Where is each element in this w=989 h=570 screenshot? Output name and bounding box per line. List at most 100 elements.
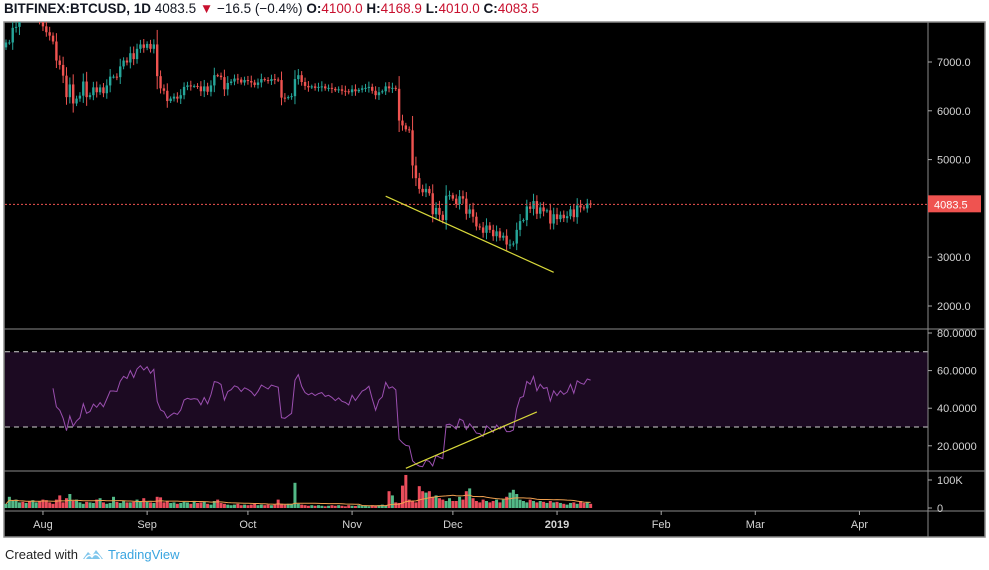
candle-body bbox=[455, 198, 458, 205]
volume-bar bbox=[189, 503, 193, 508]
volume-bar bbox=[253, 503, 257, 508]
candle-body bbox=[465, 198, 468, 214]
low-value: 4010.0 bbox=[438, 1, 480, 16]
volume-bar bbox=[199, 502, 203, 508]
candle-body bbox=[263, 79, 266, 81]
candle-body bbox=[159, 76, 162, 89]
candle-body bbox=[8, 42, 11, 44]
volume-bar bbox=[202, 501, 206, 508]
candle-body bbox=[223, 77, 226, 90]
candle-body bbox=[266, 80, 270, 82]
price-tick-label: 7000.0 bbox=[937, 57, 971, 69]
candle-body bbox=[559, 214, 562, 220]
volume-bar bbox=[380, 504, 384, 508]
price-tick-label: 6000.0 bbox=[937, 106, 971, 118]
volume-bar bbox=[212, 501, 216, 508]
candle-body bbox=[209, 85, 213, 92]
volume-bar bbox=[528, 499, 532, 508]
volume-bar bbox=[98, 498, 102, 508]
volume-bar bbox=[417, 486, 421, 508]
volume-bar bbox=[219, 502, 223, 508]
volume-bar bbox=[54, 499, 58, 508]
volume-bar bbox=[538, 501, 542, 508]
volume-bar bbox=[206, 503, 210, 508]
time-tick-label: Mar bbox=[746, 519, 765, 531]
volume-bar bbox=[48, 502, 52, 508]
candle-body bbox=[156, 44, 159, 77]
candle-body bbox=[206, 86, 209, 92]
volume-bar bbox=[582, 502, 586, 508]
symbol-legend: BITFINEX:BTCUSD, 1D 4083.5 ▼ −16.5 (−0.4… bbox=[4, 1, 539, 16]
volume-bar bbox=[384, 505, 388, 508]
volume-bar bbox=[337, 505, 341, 508]
price-trendline bbox=[385, 195, 554, 273]
candle-body bbox=[512, 243, 515, 245]
volume-bar bbox=[306, 505, 310, 508]
volume-bar bbox=[155, 496, 159, 508]
candle-body bbox=[330, 87, 334, 89]
volume-bar bbox=[7, 496, 11, 508]
volume-bar bbox=[24, 502, 28, 508]
candle-body bbox=[229, 81, 233, 83]
candle-body bbox=[397, 88, 401, 121]
candle-body bbox=[307, 85, 310, 88]
volume-bar bbox=[64, 498, 68, 508]
candle-body bbox=[495, 231, 498, 237]
high-value: 4168.9 bbox=[380, 1, 422, 16]
volume-bar bbox=[175, 503, 179, 508]
volume-bar bbox=[575, 503, 579, 508]
candle-body bbox=[75, 98, 78, 104]
candle-body bbox=[98, 87, 102, 93]
volume-bar bbox=[427, 491, 431, 508]
candle-body bbox=[525, 206, 528, 221]
volume-bar bbox=[38, 501, 42, 508]
volume-bar bbox=[323, 506, 327, 508]
candle-body bbox=[169, 98, 172, 102]
volume-bar bbox=[138, 501, 142, 508]
volume-bar bbox=[441, 499, 445, 508]
candle-body bbox=[360, 88, 364, 90]
symbol-title[interactable]: BITFINEX:BTCUSD, 1D bbox=[4, 1, 152, 16]
candle-body bbox=[129, 53, 132, 63]
volume-bar bbox=[521, 501, 525, 508]
candle-body bbox=[125, 60, 129, 63]
volume-bar bbox=[101, 502, 105, 508]
tradingview-logo-icon bbox=[82, 550, 103, 560]
candle-body bbox=[354, 89, 357, 92]
candle-body bbox=[246, 80, 250, 82]
time-tick-label: Oct bbox=[239, 519, 256, 531]
candle-body bbox=[297, 75, 300, 80]
volume-bar bbox=[451, 501, 455, 508]
volume-bar bbox=[125, 502, 129, 508]
volume-bar bbox=[91, 502, 95, 508]
volume-bar bbox=[266, 504, 270, 508]
rsi-tick-label: 20.0000 bbox=[937, 441, 977, 453]
volume-bar bbox=[481, 499, 485, 508]
volume-bar bbox=[367, 506, 371, 508]
tradingview-brand[interactable]: TradingView bbox=[107, 547, 180, 562]
candle-body bbox=[78, 95, 82, 99]
volume-bar bbox=[58, 495, 62, 508]
volume-bar bbox=[196, 502, 200, 508]
candle-body bbox=[381, 91, 384, 93]
candle-body bbox=[61, 64, 65, 76]
volume-bar bbox=[118, 502, 122, 508]
volume-bar bbox=[68, 494, 72, 508]
volume-bar bbox=[572, 502, 576, 508]
volume-bar bbox=[360, 505, 364, 508]
volume-bar bbox=[44, 500, 48, 508]
volume-bar bbox=[568, 502, 572, 508]
candle-body bbox=[404, 125, 408, 130]
candle-body bbox=[367, 86, 371, 88]
down-arrow-icon: ▼ bbox=[199, 1, 214, 16]
volume-bar bbox=[21, 501, 25, 508]
volume-bar bbox=[243, 504, 247, 508]
candle-body bbox=[313, 86, 317, 88]
volume-bar bbox=[316, 505, 320, 508]
candle-body bbox=[152, 44, 156, 49]
candle-body bbox=[293, 79, 297, 97]
volume-bar bbox=[145, 501, 149, 508]
volume-ma-line bbox=[5, 494, 591, 507]
candle-body bbox=[280, 80, 283, 98]
